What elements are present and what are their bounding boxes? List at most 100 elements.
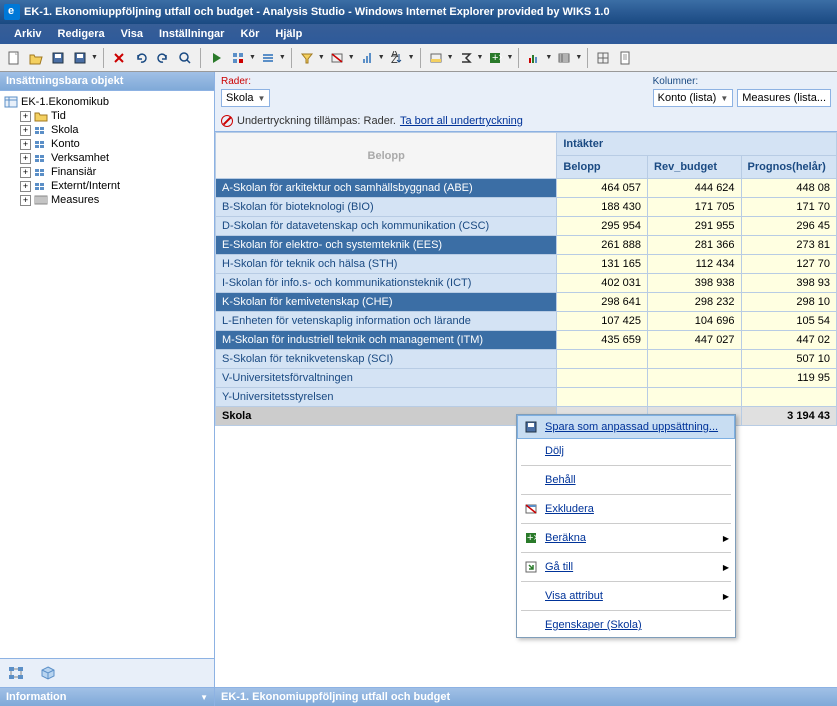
cm-save-set[interactable]: Spara som anpassad uppsättning...: [517, 415, 735, 439]
open-button[interactable]: [26, 48, 46, 68]
top-dropdown[interactable]: ▼: [357, 48, 385, 68]
menu-hjalp[interactable]: Hjälp: [267, 26, 310, 42]
data-cell[interactable]: 188 430: [557, 198, 648, 217]
table-row[interactable]: K-Skolan för kemivetenskap (CHE)298 6412…: [216, 293, 837, 312]
data-cell[interactable]: 298 232: [648, 293, 742, 312]
table-row[interactable]: E-Skolan för elektro- och systemteknik (…: [216, 236, 837, 255]
data-cell[interactable]: 298 641: [557, 293, 648, 312]
row-header[interactable]: B-Skolan för bioteknologi (BIO): [216, 198, 557, 217]
tab-tree[interactable]: [4, 663, 28, 683]
delete-button[interactable]: [109, 48, 129, 68]
menu-visa[interactable]: Visa: [113, 26, 151, 42]
data-cell[interactable]: 295 954: [557, 217, 648, 236]
table-row[interactable]: A-Skolan för arkitektur och samhällsbygg…: [216, 179, 837, 198]
data-cell[interactable]: 296 45: [741, 217, 836, 236]
total-label[interactable]: Skola: [216, 407, 557, 426]
save-dropdown[interactable]: ▼: [70, 48, 98, 68]
expand-icon[interactable]: +: [20, 181, 31, 192]
data-cell[interactable]: 112 434: [648, 255, 742, 274]
data-cell[interactable]: 171 705: [648, 198, 742, 217]
menu-kor[interactable]: Kör: [232, 26, 267, 42]
data-cell[interactable]: 402 031: [557, 274, 648, 293]
data-cell[interactable]: 447 027: [648, 331, 742, 350]
save-button[interactable]: [48, 48, 68, 68]
new-button[interactable]: [4, 48, 24, 68]
data-cell[interactable]: 273 81: [741, 236, 836, 255]
menu-installningar[interactable]: Inställningar: [151, 26, 232, 42]
data-cell[interactable]: 131 165: [557, 255, 648, 274]
menu-arkiv[interactable]: Arkiv: [6, 26, 50, 42]
row-header[interactable]: L-Enheten för vetenskaplig information o…: [216, 312, 557, 331]
summarize-dropdown[interactable]: ▼: [456, 48, 484, 68]
data-cell[interactable]: 398 938: [648, 274, 742, 293]
row-header[interactable]: V-Universitetsförvaltningen: [216, 369, 557, 388]
filter-dropdown[interactable]: ▼: [297, 48, 325, 68]
data-cell[interactable]: [648, 388, 742, 407]
cm-keep[interactable]: Behåll: [517, 468, 735, 492]
table-row[interactable]: V-Universitetsförvaltningen 119 95: [216, 369, 837, 388]
expand-icon[interactable]: +: [20, 111, 31, 122]
data-cell[interactable]: 444 624: [648, 179, 742, 198]
data-cell[interactable]: 507 10: [741, 350, 836, 369]
search-button[interactable]: [175, 48, 195, 68]
table-row[interactable]: B-Skolan för bioteknologi (BIO)188 43017…: [216, 198, 837, 217]
data-cell[interactable]: 104 696: [648, 312, 742, 331]
table-row[interactable]: Y-Universitetsstyrelsen: [216, 388, 837, 407]
expand-icon[interactable]: +: [20, 139, 31, 150]
cm-goto[interactable]: Gå till ▶: [517, 555, 735, 579]
data-cell[interactable]: 448 08: [741, 179, 836, 198]
data-cell[interactable]: [741, 388, 836, 407]
table-row[interactable]: I-Skolan för info.s- och kommunikationst…: [216, 274, 837, 293]
row-header[interactable]: I-Skolan för info.s- och kommunikationst…: [216, 274, 557, 293]
information-header[interactable]: Information ▼: [0, 687, 214, 706]
cm-attributes[interactable]: Visa attribut ▶: [517, 584, 735, 608]
row-header[interactable]: K-Skolan för kemivetenskap (CHE): [216, 293, 557, 312]
data-cell[interactable]: [557, 388, 648, 407]
data-cell[interactable]: 281 366: [648, 236, 742, 255]
table-row[interactable]: S-Skolan för teknikvetenskap (SCI) 507 10: [216, 350, 837, 369]
table-row[interactable]: M-Skolan för industriell teknik och mana…: [216, 331, 837, 350]
expand-icon[interactable]: +: [20, 153, 31, 164]
data-cell[interactable]: 398 93: [741, 274, 836, 293]
subtotal-dropdown[interactable]: ▼: [426, 48, 454, 68]
tree-item-konto[interactable]: + Konto: [4, 137, 210, 151]
data-cell[interactable]: 298 10: [741, 293, 836, 312]
data-cell[interactable]: 127 70: [741, 255, 836, 274]
row-header[interactable]: D-Skolan för datavetenskap och kommunika…: [216, 217, 557, 236]
tree-item-skola[interactable]: + Skola: [4, 123, 210, 137]
data-cell[interactable]: [648, 369, 742, 388]
drill-dropdown[interactable]: ▼: [258, 48, 286, 68]
row-header[interactable]: S-Skolan för teknikvetenskap (SCI): [216, 350, 557, 369]
calculate-dropdown[interactable]: +×▼: [485, 48, 513, 68]
data-cell[interactable]: [557, 350, 648, 369]
report-button[interactable]: [615, 48, 635, 68]
column-header[interactable]: Prognos(helår): [741, 156, 836, 179]
data-cell[interactable]: 261 888: [557, 236, 648, 255]
data-cell[interactable]: 447 02: [741, 331, 836, 350]
run-button[interactable]: [206, 48, 226, 68]
total-cell[interactable]: 3 194 43: [741, 407, 836, 426]
tree-item-externt[interactable]: + Externt/Internt: [4, 179, 210, 193]
cols-selector-1[interactable]: Konto (lista) ▼: [653, 89, 734, 107]
tree-item-tid[interactable]: + Tid: [4, 109, 210, 123]
data-cell[interactable]: 171 70: [741, 198, 836, 217]
cm-properties[interactable]: Egenskaper (Skola): [517, 613, 735, 637]
expand-icon[interactable]: +: [20, 167, 31, 178]
sort-dropdown[interactable]: AZ▼: [387, 48, 415, 68]
cols-selector-2[interactable]: Measures (lista...: [737, 89, 831, 107]
cm-exclude[interactable]: Exkludera: [517, 497, 735, 521]
data-cell[interactable]: [648, 350, 742, 369]
undo-button[interactable]: [131, 48, 151, 68]
row-header[interactable]: E-Skolan för elektro- och systemteknik (…: [216, 236, 557, 255]
cm-hide[interactable]: Dölj: [517, 439, 735, 463]
rows-selector[interactable]: Skola ▼: [221, 89, 270, 107]
row-header[interactable]: Y-Universitetsstyrelsen: [216, 388, 557, 407]
row-header[interactable]: A-Skolan för arkitektur och samhällsbygg…: [216, 179, 557, 198]
data-cell[interactable]: 119 95: [741, 369, 836, 388]
data-cell[interactable]: 464 057: [557, 179, 648, 198]
cm-calculate[interactable]: +× Beräkna ▶: [517, 526, 735, 550]
redo-button[interactable]: [153, 48, 173, 68]
menu-redigera[interactable]: Redigera: [50, 26, 113, 42]
tab-cube[interactable]: [36, 663, 60, 683]
data-cell[interactable]: 107 425: [557, 312, 648, 331]
